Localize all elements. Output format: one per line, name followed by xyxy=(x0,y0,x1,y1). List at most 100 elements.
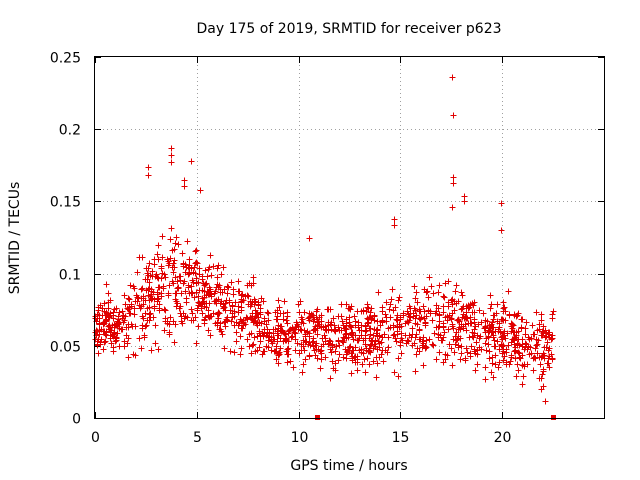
data-point xyxy=(171,339,178,346)
data-point xyxy=(227,307,234,314)
data-point xyxy=(485,333,492,340)
data-point xyxy=(538,375,545,382)
data-point xyxy=(264,309,271,316)
data-point xyxy=(215,262,222,269)
data-point xyxy=(101,320,108,327)
data-point xyxy=(322,354,329,361)
data-point xyxy=(103,281,110,288)
data-point xyxy=(182,261,189,268)
data-point xyxy=(348,303,355,310)
data-point xyxy=(100,346,107,353)
y-tick-label: 0.05 xyxy=(50,340,81,356)
data-point xyxy=(142,323,149,330)
data-point xyxy=(246,343,253,350)
data-point xyxy=(191,294,198,301)
data-point xyxy=(280,316,287,323)
data-point xyxy=(276,351,283,358)
data-point xyxy=(414,321,421,328)
data-point xyxy=(398,350,405,357)
data-point xyxy=(409,325,416,332)
data-point xyxy=(237,316,244,323)
data-point xyxy=(458,306,465,313)
data-point xyxy=(113,334,120,341)
data-point xyxy=(531,331,538,338)
data-point xyxy=(162,274,169,281)
data-point xyxy=(448,345,455,352)
data-point xyxy=(367,331,374,338)
data-point xyxy=(332,360,339,367)
data-point xyxy=(146,285,153,292)
data-point xyxy=(525,334,532,341)
data-point xyxy=(362,341,369,348)
data-point xyxy=(520,373,527,380)
data-point xyxy=(116,343,123,350)
data-point xyxy=(433,356,440,363)
data-point xyxy=(159,233,166,240)
y-tick-label: 0 xyxy=(72,412,81,428)
data-point xyxy=(422,319,429,326)
data-point xyxy=(205,307,212,314)
data-point xyxy=(119,315,126,322)
data-point xyxy=(400,312,407,319)
data-point xyxy=(500,357,507,364)
data-point xyxy=(490,334,497,341)
data-point xyxy=(521,363,528,370)
data-point xyxy=(461,198,468,205)
data-point xyxy=(502,308,509,315)
data-point xyxy=(128,303,135,310)
data-point xyxy=(298,319,305,326)
data-point xyxy=(496,359,503,366)
data-point xyxy=(317,348,324,355)
data-point xyxy=(294,340,301,347)
data-point xyxy=(372,337,379,344)
data-point xyxy=(454,317,461,324)
data-point xyxy=(441,294,448,301)
data-point xyxy=(189,310,196,317)
data-point xyxy=(332,367,339,374)
data-point xyxy=(471,316,478,323)
data-point xyxy=(314,331,321,338)
data-point xyxy=(158,263,165,270)
data-point xyxy=(500,299,507,306)
data-point xyxy=(181,315,188,322)
data-point xyxy=(223,297,230,304)
data-point xyxy=(202,267,209,274)
data-point xyxy=(286,327,293,334)
data-point xyxy=(275,332,282,339)
data-point xyxy=(513,329,520,336)
data-point xyxy=(168,159,175,166)
data-point xyxy=(327,306,334,313)
data-point xyxy=(215,296,222,303)
data-point xyxy=(257,332,264,339)
data-point xyxy=(511,312,518,319)
data-point xyxy=(378,351,385,358)
data-point xyxy=(482,323,489,330)
data-point xyxy=(238,296,245,303)
data-point xyxy=(492,352,499,359)
data-point xyxy=(256,328,263,335)
data-point xyxy=(124,340,131,347)
data-point xyxy=(239,325,246,332)
data-point xyxy=(304,328,311,335)
data-point xyxy=(215,315,222,322)
data-point xyxy=(391,216,398,223)
data-point xyxy=(142,297,149,304)
data-point xyxy=(235,303,242,310)
data-point xyxy=(413,351,420,358)
data-point xyxy=(496,346,503,353)
data-point xyxy=(462,355,469,362)
data-point xyxy=(388,296,395,303)
data-point xyxy=(261,329,268,336)
data-point xyxy=(412,334,419,341)
data-point xyxy=(428,283,435,290)
data-point xyxy=(253,310,260,317)
data-point xyxy=(435,334,442,341)
data-point xyxy=(115,316,122,323)
data-point xyxy=(130,283,137,290)
data-point xyxy=(261,348,268,355)
x-tick-label: 20 xyxy=(494,430,512,446)
data-point xyxy=(474,351,481,358)
data-point xyxy=(360,350,367,357)
data-point xyxy=(167,255,174,262)
data-point xyxy=(228,279,235,286)
